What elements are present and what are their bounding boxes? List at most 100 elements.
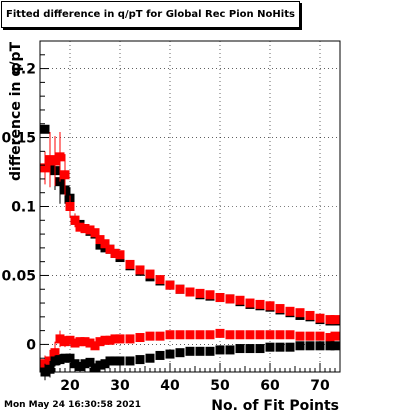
- data-point: [255, 344, 265, 354]
- data-point: [235, 344, 245, 354]
- y-tick-label: 0: [26, 337, 36, 353]
- tick-labels: 20 30 40 50 60 70 0 0.05 0.1 0.15 0.2: [1, 62, 330, 394]
- data-point: [70, 338, 80, 348]
- data-point: [50, 356, 60, 366]
- data-point: [315, 341, 325, 351]
- series-group: [40, 132, 340, 325]
- data-point: [265, 330, 275, 340]
- data-point: [75, 222, 85, 232]
- y-tick-label: 0.2: [11, 62, 36, 78]
- data-point: [65, 335, 75, 345]
- data-point: [205, 346, 215, 356]
- data-point: [40, 124, 50, 134]
- data-point: [105, 244, 115, 254]
- data-point: [295, 331, 305, 341]
- data-point: [255, 330, 265, 340]
- data-point: [115, 356, 125, 366]
- data-point: [75, 361, 85, 371]
- data-point: [50, 156, 60, 166]
- data-point: [315, 313, 325, 323]
- chart-title: Fitted difference in q/pT for Global Rec…: [6, 9, 295, 20]
- data-point: [60, 353, 70, 363]
- data-point: [330, 331, 340, 341]
- data-point: [305, 310, 315, 320]
- data-point: [305, 341, 315, 351]
- data-point: [175, 348, 185, 358]
- data-point: [265, 342, 275, 352]
- x-tick-label: 40: [160, 378, 180, 394]
- data-point: [195, 288, 205, 298]
- data-point: [105, 335, 115, 345]
- data-point: [275, 304, 285, 314]
- data-point: [125, 259, 135, 269]
- data-point: [185, 330, 195, 340]
- x-tick-label: 60: [260, 378, 280, 394]
- data-point: [175, 330, 185, 340]
- grid: [40, 41, 340, 372]
- data-point: [125, 356, 135, 366]
- data-point: [165, 280, 175, 290]
- data-point: [215, 328, 225, 338]
- x-axis-title: No. of Fit Points: [211, 398, 339, 414]
- data-point: [235, 330, 245, 340]
- data-point: [115, 334, 125, 344]
- data-point: [195, 330, 205, 340]
- data-point: [110, 248, 120, 258]
- data-point: [95, 235, 105, 245]
- data-point: [205, 330, 215, 340]
- data-point: [225, 330, 235, 340]
- data-point: [85, 338, 95, 348]
- data-point: [245, 344, 255, 354]
- data-point: [205, 290, 215, 300]
- data-point: [65, 353, 75, 363]
- data-point: [50, 348, 60, 358]
- data-point: [95, 337, 105, 347]
- data-point: [165, 349, 175, 359]
- data-point: [90, 341, 100, 351]
- data-point: [60, 337, 70, 347]
- data-point: [155, 275, 165, 285]
- data-point: [45, 155, 55, 165]
- data-point: [155, 350, 165, 360]
- y-axis-title: difference in q/pT: [8, 42, 24, 181]
- data-point: [225, 345, 235, 355]
- series-group: [40, 341, 340, 381]
- footer-timestamp: Mon May 24 16:30:58 2021: [4, 400, 142, 410]
- data-point: [275, 330, 285, 340]
- data-point: [55, 355, 65, 365]
- chart-title-box: Fitted difference in q/pT for Global Rec…: [1, 1, 300, 28]
- data-point: [235, 295, 245, 305]
- data-point: [185, 346, 195, 356]
- data-point: [155, 331, 165, 341]
- data-point: [110, 334, 120, 344]
- x-tick-label: 70: [310, 378, 330, 394]
- data-point: [295, 341, 305, 351]
- y-tick-label: 0.05: [1, 268, 36, 284]
- data-point: [245, 330, 255, 340]
- series-group: [40, 328, 340, 372]
- data-point: [85, 225, 95, 235]
- data-point: [110, 356, 120, 366]
- data-point: [95, 360, 105, 370]
- data-point: [70, 215, 80, 225]
- data-point: [305, 331, 315, 341]
- data-point: [135, 355, 145, 365]
- data-point: [325, 341, 335, 351]
- data-point: [145, 331, 155, 341]
- data-point: [85, 357, 95, 367]
- data-point: [95, 240, 105, 250]
- data-point: [325, 333, 335, 343]
- data-point: [115, 250, 125, 260]
- data-point: [225, 294, 235, 304]
- data-point: [325, 315, 335, 325]
- data-point: [55, 334, 65, 344]
- data-point: [100, 239, 110, 249]
- data-point: [295, 308, 305, 318]
- data-point: [285, 306, 295, 316]
- y-tick-label: 0.15: [1, 131, 36, 147]
- data-point: [215, 293, 225, 303]
- data-point: [90, 228, 100, 238]
- data-point: [80, 359, 90, 369]
- data-point: [330, 341, 340, 351]
